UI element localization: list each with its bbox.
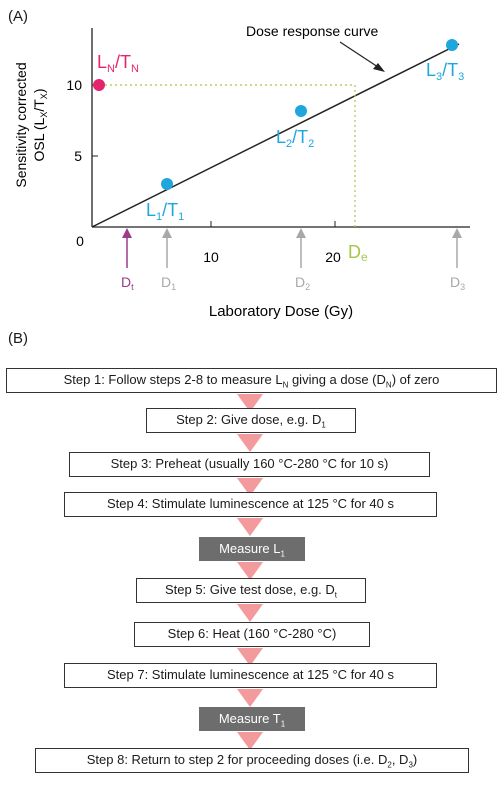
step-3-box: Step 3: Preheat (usually 160 °C-280 °C f… — [69, 452, 430, 477]
natural-point — [93, 79, 105, 91]
flow-arrow-9 — [237, 732, 263, 750]
step-4-box: Step 4: Stimulate luminescence at 125 °C… — [64, 492, 437, 517]
y-axis-label: Sensitivity corrected — [13, 62, 29, 187]
point-l3-t3 — [446, 39, 458, 51]
d2-arrow — [296, 228, 306, 268]
flow-arrow-8 — [237, 689, 263, 707]
flow-arrow-4 — [237, 518, 263, 536]
dose-response-chart: (A) 5 10 0 10 20 Sensitivity corrected O… — [8, 8, 470, 320]
flow-arrow-3 — [237, 478, 263, 496]
dose-response-curve — [91, 43, 460, 228]
panel-a-label: (A) — [8, 8, 28, 25]
step-2-text: Step 2: Give dose, e.g. D1 — [176, 412, 326, 430]
d2-label: D2 — [295, 274, 310, 292]
x-tick-20: 20 — [325, 249, 341, 265]
measure-l1-text: Measure L1 — [219, 541, 285, 559]
d1-label: D1 — [161, 274, 176, 292]
dt-label: Dt — [121, 274, 134, 292]
d1-arrow — [162, 228, 172, 268]
x-tick-10: 10 — [203, 249, 219, 265]
d3-arrow — [452, 228, 462, 268]
flow-arrow-2 — [237, 434, 263, 452]
curve-label: Dose response curve — [246, 23, 379, 39]
x-tick-0: 0 — [76, 233, 84, 249]
natural-label: LN/TN — [97, 52, 139, 75]
step-2-box: Step 2: Give dose, e.g. D1 — [146, 408, 356, 433]
y-tick-5: 5 — [74, 148, 82, 164]
y-tick-10: 10 — [66, 77, 82, 93]
panel-b-label: (B) — [8, 330, 28, 347]
step-5-box: Step 5: Give test dose, e.g. Dt — [136, 578, 366, 603]
dt-arrow — [122, 228, 132, 268]
step-6-box: Step 6: Heat (160 °C-280 °C) — [134, 622, 370, 647]
flow-arrow-1 — [237, 394, 263, 412]
x-axis-label: Laboratory Dose (Gy) — [209, 303, 353, 320]
step-7-text: Step 7: Stimulate luminescence at 125 °C… — [106, 667, 394, 682]
step-7-box: Step 7: Stimulate luminescence at 125 °C… — [64, 663, 437, 688]
step-6-text: Step 6: Heat (160 °C-280 °C) — [167, 626, 337, 641]
point-l2-label: L2/T2 — [276, 127, 314, 150]
point-l1-t1 — [161, 178, 173, 190]
step-1-box: Step 1: Follow steps 2-8 to measure LN g… — [6, 368, 497, 393]
step-1-text: Step 1: Follow steps 2-8 to measure LN g… — [63, 372, 440, 390]
flow-arrow-5 — [237, 562, 263, 580]
flow-arrow-7 — [237, 648, 263, 666]
d3-label: D3 — [450, 274, 465, 292]
step-3-text: Step 3: Preheat (usually 160 °C-280 °C f… — [110, 456, 389, 471]
step-4-text: Step 4: Stimulate luminescence at 125 °C… — [106, 496, 394, 511]
step-8-text: Step 8: Return to step 2 for proceeding … — [86, 752, 418, 770]
step-5-text: Step 5: Give test dose, e.g. Dt — [164, 582, 338, 600]
flow-arrow-6 — [237, 604, 263, 622]
measure-l1-box: Measure L1 — [199, 537, 305, 561]
point-l3-label: L3/T3 — [426, 60, 464, 83]
step-8-box: Step 8: Return to step 2 for proceeding … — [35, 748, 469, 773]
de-label: De — [348, 242, 368, 264]
point-l2-t2 — [295, 105, 307, 117]
y-axis-label-2: OSL (LX/TX) — [31, 89, 49, 162]
measure-t1-box: Measure T1 — [199, 707, 305, 731]
point-l1-label: L1/T1 — [146, 200, 184, 223]
measure-t1-text: Measure T1 — [218, 711, 286, 729]
